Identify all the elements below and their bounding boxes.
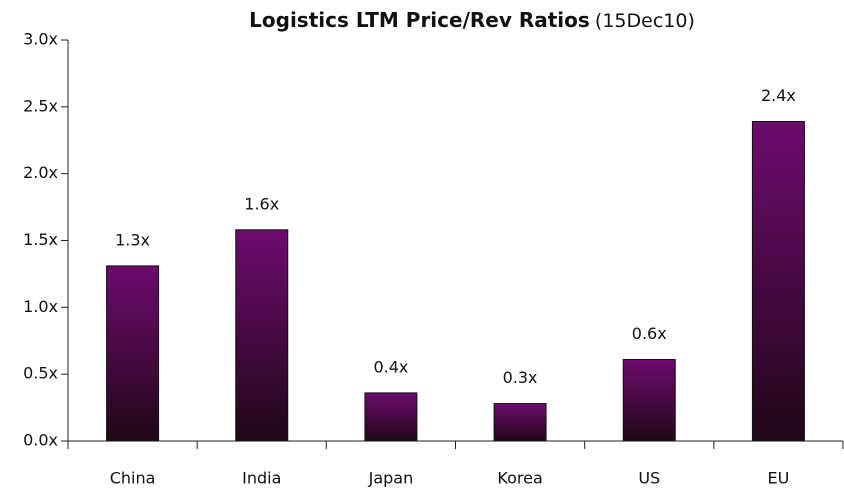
value-label: 0.6x <box>632 324 667 343</box>
y-tick-label: 3.0x <box>23 30 58 49</box>
x-tick-label: EU <box>768 469 790 488</box>
value-label: 2.4x <box>761 86 796 105</box>
y-tick-label: 2.0x <box>23 163 58 182</box>
subtitle: (15Dec10) <box>595 10 695 32</box>
y-tick-label: 2.5x <box>23 96 58 115</box>
title: Logistics LTM Price/Rev Ratios <box>249 8 590 32</box>
value-label: 0.3x <box>503 368 538 387</box>
x-tick-label: Korea <box>497 469 542 488</box>
bar <box>622 358 676 442</box>
y-tick-label: 0.5x <box>23 364 58 383</box>
value-label: 1.3x <box>115 230 150 249</box>
y-tick-label: 1.5x <box>23 230 58 249</box>
bar <box>751 121 805 442</box>
chart-title: Logistics LTM Price/Rev Ratios (15Dec10) <box>249 8 695 32</box>
y-tick-label: 0.0x <box>23 431 58 450</box>
bar <box>106 265 160 442</box>
x-tick-label: US <box>638 469 660 488</box>
bar <box>364 392 418 442</box>
x-tick-label: Japan <box>368 469 414 488</box>
x-tick-label: China <box>110 469 156 488</box>
x-tick-label: India <box>242 469 281 488</box>
value-label: 1.6x <box>244 194 279 213</box>
bar <box>493 403 547 442</box>
value-label: 0.4x <box>373 357 408 376</box>
bar <box>235 229 289 442</box>
y-tick-label: 1.0x <box>23 297 58 316</box>
